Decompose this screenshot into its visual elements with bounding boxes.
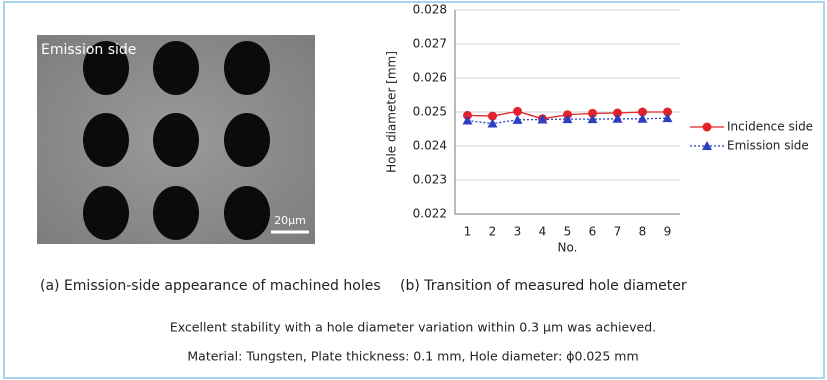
legend-label: Incidence side xyxy=(727,120,813,134)
x-tick-label: 3 xyxy=(514,225,522,239)
caption-a: (a) Emission-side appearance of machined… xyxy=(40,278,381,294)
x-tick-label: 2 xyxy=(489,225,497,239)
marker xyxy=(638,114,648,123)
y-tick-label: 0.024 xyxy=(413,139,447,153)
marker xyxy=(703,123,712,132)
x-tick-label: 8 xyxy=(639,225,647,239)
y-tick-label: 0.025 xyxy=(413,105,447,119)
y-axis-label: Hole diameter [mm] xyxy=(385,51,399,173)
figure: Emission side 20μm (a) Emission-side app… xyxy=(0,0,827,380)
x-tick-label: 9 xyxy=(664,225,672,239)
caption-b: (b) Transition of measured hole diameter xyxy=(400,278,687,294)
x-tick-label: 4 xyxy=(539,225,547,239)
y-tick-label: 0.022 xyxy=(413,207,447,221)
x-tick-label: 6 xyxy=(589,225,597,239)
y-tick-label: 0.027 xyxy=(413,37,447,51)
marker xyxy=(513,107,522,116)
x-tick-label: 7 xyxy=(614,225,622,239)
micrograph: Emission side 20μm xyxy=(37,35,315,244)
x-tick-label: 1 xyxy=(464,225,472,239)
legend-label: Emission side xyxy=(727,139,809,153)
image-label: Emission side xyxy=(41,42,136,58)
y-tick-label: 0.026 xyxy=(413,71,447,85)
x-axis-label: No. xyxy=(558,241,578,255)
y-tick-label: 0.023 xyxy=(413,173,447,187)
y-tick-label: 0.028 xyxy=(413,3,447,17)
note: Excellent stability with a hole diameter… xyxy=(170,320,656,335)
scale-bar-label: 20μm xyxy=(274,214,306,227)
note: Material: Tungsten, Plate thickness: 0.1… xyxy=(187,349,638,364)
x-tick-label: 5 xyxy=(564,225,572,239)
